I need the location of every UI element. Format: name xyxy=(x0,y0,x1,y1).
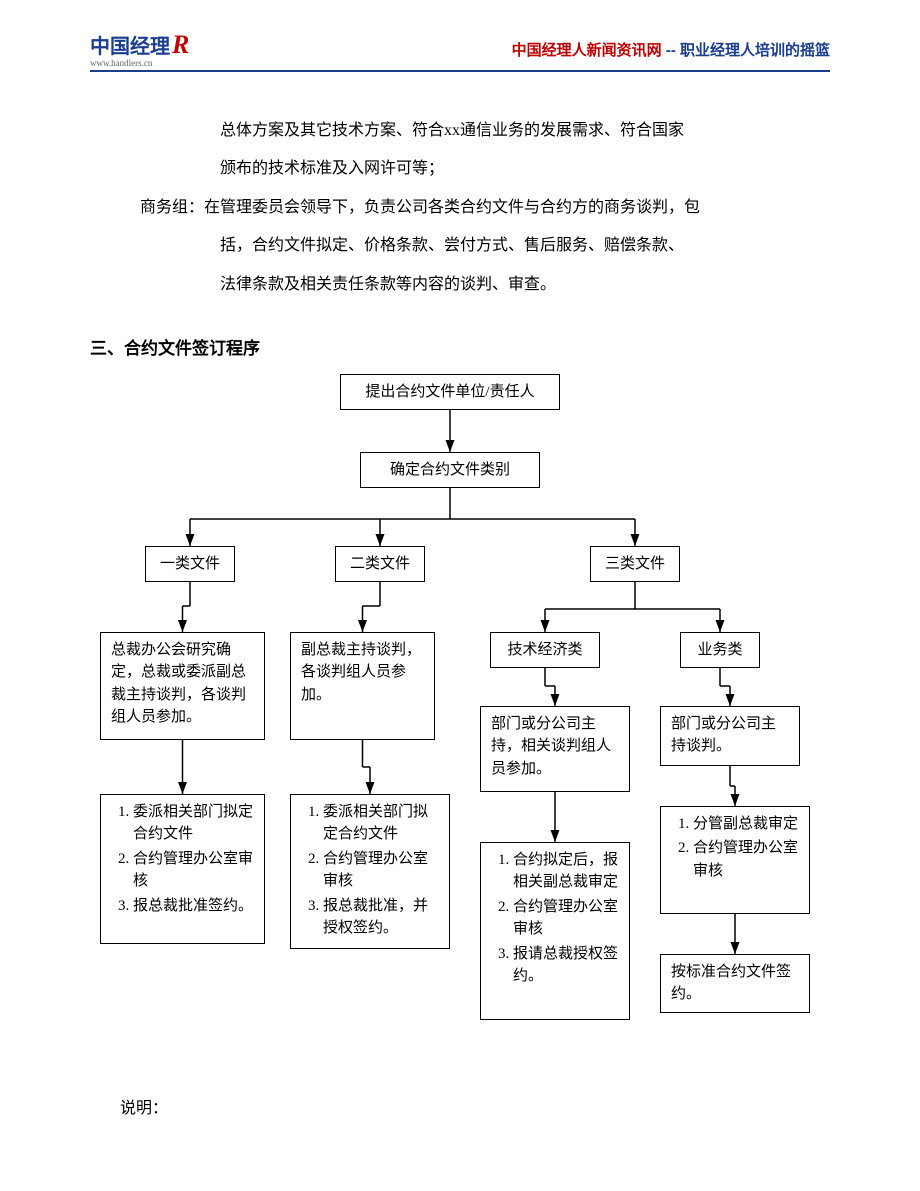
flow-list-item: 合约拟定后，报相关副总裁审定 xyxy=(513,849,619,894)
flow-node-ctech2: 合约拟定后，报相关副总裁审定合约管理办公室审核报请总裁授权签约。 xyxy=(480,842,630,1020)
flow-node-cat2: 二类文件 xyxy=(335,546,425,583)
flow-list-item: 委派相关部门拟定合约文件 xyxy=(133,801,254,846)
flow-node-cat3: 三类文件 xyxy=(590,546,680,583)
logo-text: 中国经理 xyxy=(90,30,170,59)
page: 中国经理 R www.handlers.cn 中国经理人新闻资讯网 -- 职业经… xyxy=(0,0,920,1158)
flow-list-item: 报总裁批准，并授权签约。 xyxy=(323,895,439,940)
logo-block: 中国经理 R www.handlers.cn xyxy=(90,30,189,68)
flow-node-b1: 副总裁主持谈判，各谈判组人员参加。 xyxy=(290,632,435,740)
flow-node-confirm: 确定合约文件类别 xyxy=(360,452,540,489)
slogan-sep: -- xyxy=(662,42,680,59)
flow-list-item: 合约管理办公室审核 xyxy=(323,848,439,893)
logo: 中国经理 R xyxy=(90,30,189,60)
flow-list-item: 报总裁批准签约。 xyxy=(133,895,254,918)
logo-glyph-icon: R xyxy=(172,30,189,60)
page-header: 中国经理 R www.handlers.cn 中国经理人新闻资讯网 -- 职业经… xyxy=(90,30,830,72)
flow-node-a1: 总裁办公会研究确定，总裁或委派副总裁主持谈判，各谈判组人员参加。 xyxy=(100,632,265,740)
flow-node-cbiz3: 按标准合约文件签约。 xyxy=(660,954,810,1013)
flow-node-b2: 委派相关部门拟定合约文件合约管理办公室审核报总裁批准，并授权签约。 xyxy=(290,794,450,949)
flow-node-ctech: 技术经济类 xyxy=(490,632,600,669)
slogan-tag: 职业经理人培训的摇篮 xyxy=(680,42,830,59)
para2-line2: 括，合约文件拟定、价格条款、尝付方式、售后服务、赔偿条款、 xyxy=(90,227,830,265)
flowchart: 提出合约文件单位/责任人确定合约文件类别一类文件 二类文件 三类文件总裁办公会研究确… xyxy=(80,374,820,1074)
flow-list-item: 报请总裁授权签约。 xyxy=(513,943,619,988)
body-text: 总体方案及其它技术方案、符合xx通信业务的发展需求、符合国家 颁布的技术标准及入… xyxy=(90,112,830,304)
para2-line1: 商务组：在管理委员会领导下，负责公司各类合约文件与合约方的商务谈判，包 xyxy=(90,189,830,227)
footer-note: 说明： xyxy=(90,1094,830,1118)
flow-node-cat1: 一类文件 xyxy=(145,546,235,583)
flow-node-ctech1: 部门或分公司主持，相关谈判组人员参加。 xyxy=(480,706,630,792)
section-title: 三、合约文件签订程序 xyxy=(90,334,830,359)
header-slogan: 中国经理人新闻资讯网 -- 职业经理人培训的摇篮 xyxy=(512,39,830,60)
flow-list-item: 委派相关部门拟定合约文件 xyxy=(323,801,439,846)
flow-list-item: 合约管理办公室审核 xyxy=(513,896,619,941)
flow-node-cbiz1: 部门或分公司主持谈判。 xyxy=(660,706,800,766)
flow-list-item: 合约管理办公室审核 xyxy=(133,848,254,893)
para2-line3: 法律条款及相关责任条款等内容的谈判、审查。 xyxy=(90,266,830,304)
flow-node-cbiz2: 分管副总裁审定合约管理办公室审核 xyxy=(660,806,810,914)
flow-node-a2: 委派相关部门拟定合约文件合约管理办公室审核报总裁批准签约。 xyxy=(100,794,265,944)
flow-node-cbiz: 业务类 xyxy=(680,632,760,669)
para1-line2: 颁布的技术标准及入网许可等； xyxy=(90,150,830,188)
flow-list-item: 合约管理办公室审核 xyxy=(693,837,799,882)
flow-list-item: 分管副总裁审定 xyxy=(693,813,799,836)
para1-line1: 总体方案及其它技术方案、符合xx通信业务的发展需求、符合国家 xyxy=(90,112,830,150)
slogan-site: 中国经理人新闻资讯网 xyxy=(512,42,662,59)
flow-node-top: 提出合约文件单位/责任人 xyxy=(340,374,560,411)
